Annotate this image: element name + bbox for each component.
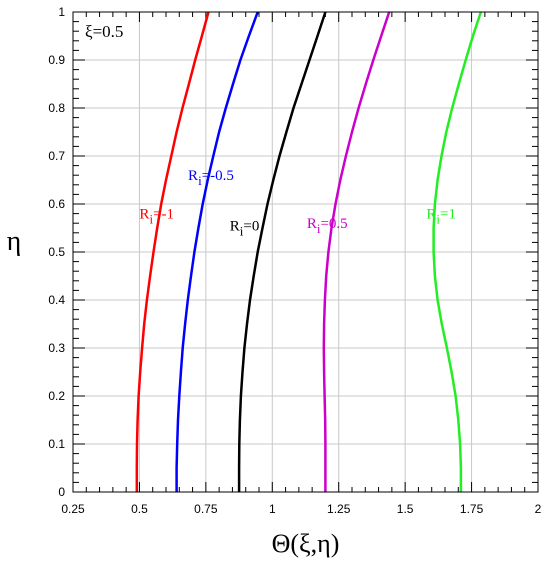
x-tick-label: 0.5 [131,502,148,516]
tick-marks [72,11,539,493]
series-label-0: Ri=-1 [139,206,174,226]
x-tick-labels: 0.25 0.5 0.75 1 1.25 1.5 1.75 2 [61,502,541,516]
grid [73,12,538,492]
series-label-1: Ri=-0.5 [188,168,234,188]
y-tick-label: 0 [58,485,65,499]
x-axis-title: Θ(ξ,η) [272,529,340,558]
x-tick-label: 1.25 [327,502,351,516]
series-curves [135,11,483,492]
series-curve-3 [322,11,391,492]
series-curve-4 [432,11,483,492]
y-tick-label: 0.6 [48,197,65,211]
series-curve-2 [237,11,327,492]
x-tick-label: 0.75 [194,502,218,516]
y-tick-label: 0.5 [48,245,65,259]
y-tick-label: 0.1 [48,437,65,451]
y-tick-label: 0.8 [48,101,65,115]
x-tick-label: 1.5 [397,502,414,516]
series-curve-0 [135,11,210,492]
x-tick-label: 0.25 [61,502,85,516]
x-tick-label: 1 [269,502,276,516]
y-tick-label: 0.3 [48,341,65,355]
series-label-3: Ri=0.5 [307,216,348,236]
series-curve-1 [175,11,259,492]
y-tick-label: 0.9 [48,53,65,67]
y-tick-label: 1 [58,5,65,19]
annotation-xi: ξ=0.5 [85,22,123,41]
y-tick-label: 0.7 [48,149,65,163]
plot-frame [72,11,539,493]
x-tick-label: 2 [535,502,542,516]
series-label-4: Ri=1 [426,206,456,226]
x-tick-label: 1.75 [460,502,484,516]
y-axis-title: η [7,226,22,257]
y-tick-label: 0.4 [48,293,65,307]
series-label-2: Ri=0 [230,218,260,238]
series-labels: Ri=-1 Ri=-0.5 Ri=0 Ri=0.5 Ri=1 [139,168,456,238]
y-tick-labels: 0 0.1 0.2 0.3 0.4 0.5 0.6 0.7 0.8 0.9 1 [48,5,65,499]
y-tick-label: 0.2 [48,389,65,403]
